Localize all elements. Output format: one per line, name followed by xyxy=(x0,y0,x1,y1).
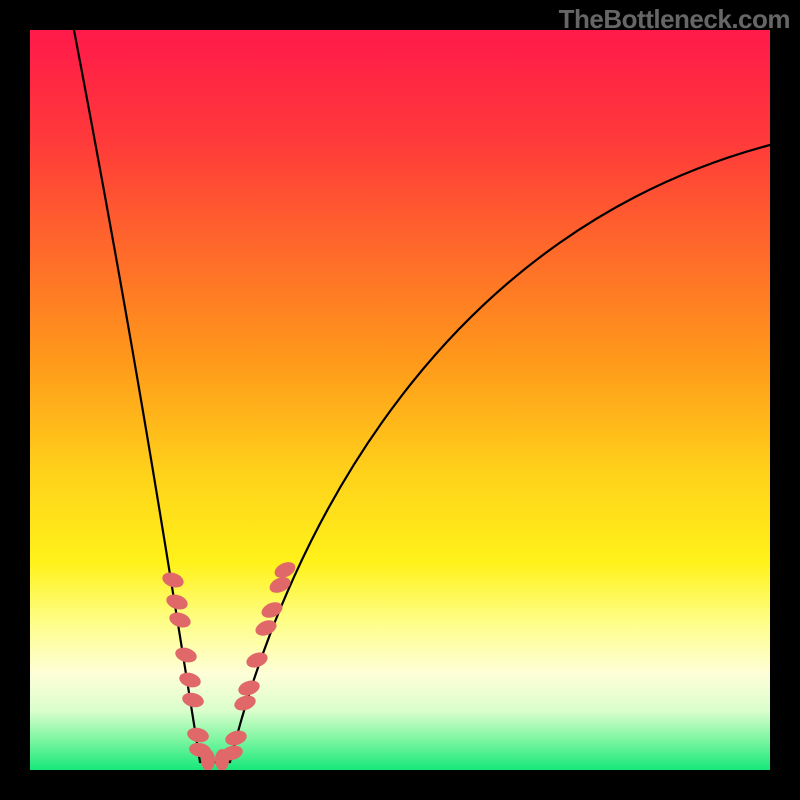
chart-container: TheBottleneck.com xyxy=(0,0,800,800)
bottleneck-curve-chart xyxy=(0,0,800,800)
marker-point xyxy=(201,749,215,771)
watermark: TheBottleneck.com xyxy=(559,4,790,35)
